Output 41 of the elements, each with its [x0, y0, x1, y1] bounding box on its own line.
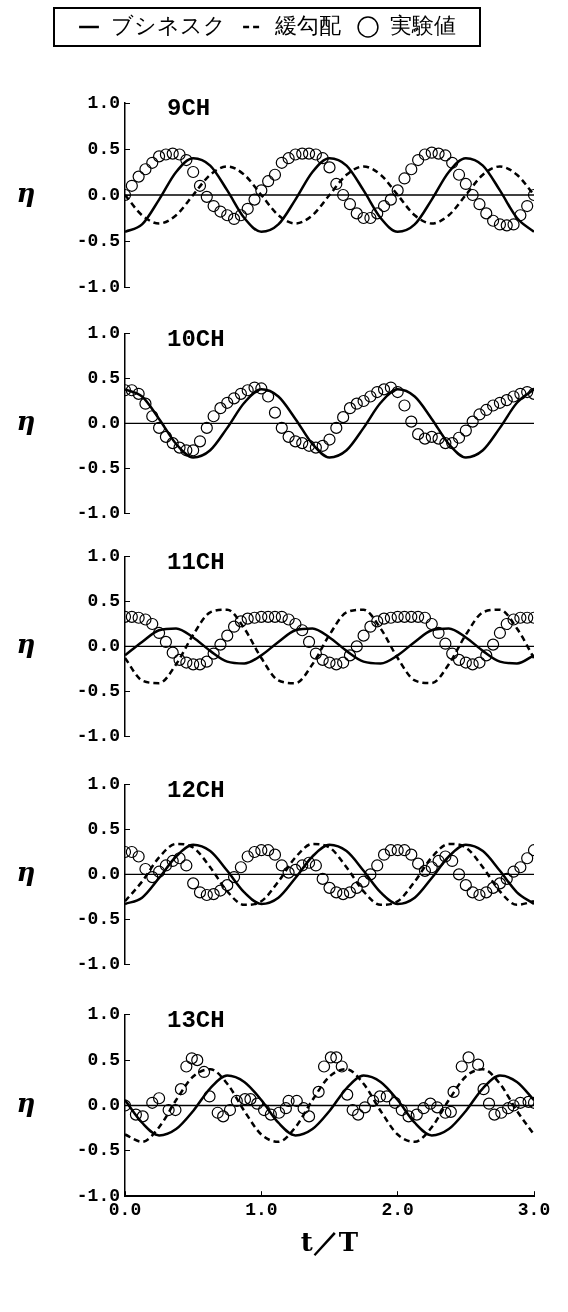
- y-tick-label: 0.5: [87, 368, 120, 389]
- y-tick-label: -1.0: [76, 276, 120, 297]
- y-tick-label: -0.5: [76, 1140, 120, 1161]
- y-tick-label: 1.0: [87, 546, 120, 567]
- x-tick-label: 1.0: [245, 1199, 278, 1220]
- y-tick-label: -0.5: [76, 457, 120, 478]
- y-tick-label: 1.0: [87, 92, 120, 113]
- y-axis-title: η: [16, 857, 36, 888]
- y-tick-label: 0.5: [87, 138, 120, 159]
- y-tick-label: 0.5: [87, 591, 120, 612]
- legend-label: 緩勾配: [274, 12, 341, 38]
- y-tick-label: -1.0: [76, 725, 120, 746]
- x-tick-label: 3.0: [517, 1199, 551, 1220]
- x-tick-label: 2.0: [381, 1199, 414, 1220]
- legend-label: ブシネスク: [111, 12, 226, 38]
- y-tick-label: 1.0: [87, 774, 120, 795]
- y-tick-label: 0.0: [87, 863, 120, 884]
- chart-title: 10CH: [167, 325, 225, 353]
- y-tick-label: 1.0: [87, 323, 120, 344]
- y-tick-label: -1.0: [76, 502, 120, 523]
- y-axis-title: η: [16, 1088, 36, 1119]
- y-axis-title: η: [16, 629, 36, 660]
- y-tick-label: -0.5: [76, 680, 120, 701]
- y-tick-label: 0.5: [87, 819, 120, 840]
- chart-title: 11CH: [167, 548, 225, 576]
- y-axis-title: η: [16, 177, 36, 208]
- chart-title: 12CH: [167, 776, 225, 804]
- y-tick-label: -0.5: [76, 908, 120, 929]
- chart-title: 9CH: [167, 95, 211, 123]
- y-tick-label: 0.5: [87, 1049, 120, 1070]
- chart-title: 13CH: [167, 1006, 225, 1034]
- y-axis-title: η: [16, 406, 36, 437]
- y-tick-label: 0.0: [87, 184, 120, 205]
- y-tick-label: 1.0: [87, 1004, 120, 1025]
- x-axis-title: t／T: [300, 1227, 359, 1258]
- y-tick-label: -1.0: [76, 953, 120, 974]
- y-tick-label: 0.0: [87, 1095, 120, 1116]
- legend-label: 実験値: [390, 12, 456, 38]
- y-tick-label: 0.0: [87, 635, 120, 656]
- y-tick-label: -0.5: [76, 230, 120, 251]
- y-tick-label: 0.0: [87, 412, 120, 433]
